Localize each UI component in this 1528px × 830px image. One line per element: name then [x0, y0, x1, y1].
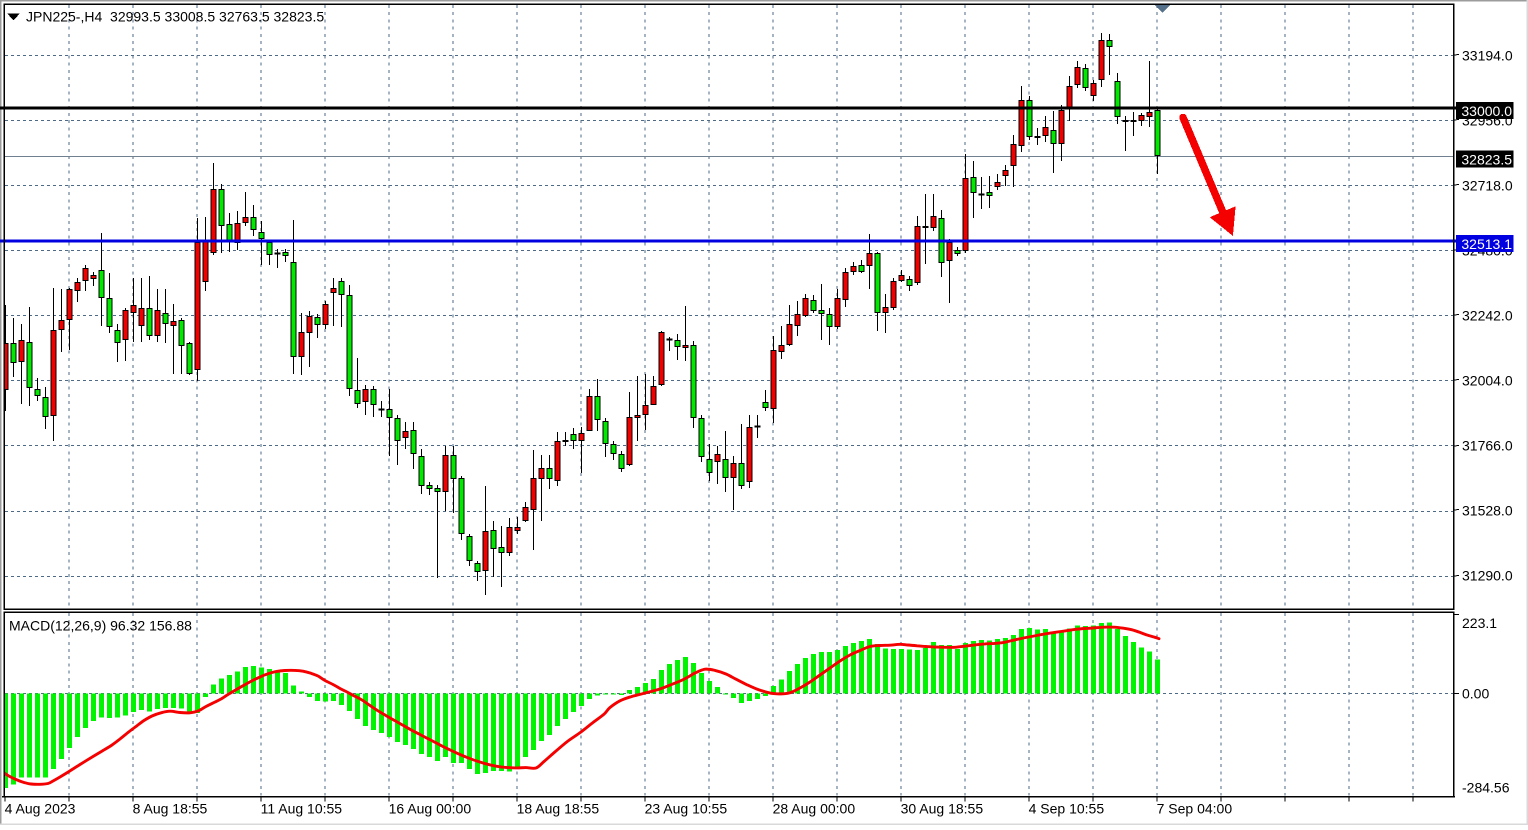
svg-text:31766.0: 31766.0: [1462, 438, 1513, 454]
svg-text:0.00: 0.00: [1462, 686, 1489, 702]
svg-text:4 Sep 10:55: 4 Sep 10:55: [1029, 801, 1105, 817]
svg-text:18 Aug 18:55: 18 Aug 18:55: [517, 801, 600, 817]
svg-text:-284.56: -284.56: [1462, 780, 1510, 796]
svg-text:23 Aug 10:55: 23 Aug 10:55: [645, 801, 728, 817]
svg-text:223.1: 223.1: [1462, 615, 1497, 631]
svg-text:32004.0: 32004.0: [1462, 373, 1513, 389]
svg-text:32242.0: 32242.0: [1462, 308, 1513, 324]
svg-text:4 Aug 2023: 4 Aug 2023: [5, 801, 76, 817]
svg-text:MACD(12,26,9) 96.32 156.88: MACD(12,26,9) 96.32 156.88: [9, 618, 192, 634]
svg-text:32823.5: 32823.5: [1461, 152, 1512, 168]
svg-text:32513.1: 32513.1: [1461, 236, 1512, 252]
svg-text:28 Aug 00:00: 28 Aug 00:00: [773, 801, 856, 817]
svg-text:31290.0: 31290.0: [1462, 568, 1513, 584]
svg-text:11 Aug 10:55: 11 Aug 10:55: [261, 801, 343, 817]
svg-text:7 Sep 04:00: 7 Sep 04:00: [1157, 801, 1233, 817]
svg-text:8 Aug 18:55: 8 Aug 18:55: [133, 801, 208, 817]
svg-text:30 Aug 18:55: 30 Aug 18:55: [901, 801, 984, 817]
svg-text:32718.0: 32718.0: [1462, 178, 1513, 194]
svg-text:JPN225-,H4 32993.5 33008.5 32: JPN225-,H4 32993.5 33008.5 32763.5 32823…: [26, 9, 324, 25]
svg-text:31528.0: 31528.0: [1462, 503, 1513, 519]
svg-text:16 Aug 00:00: 16 Aug 00:00: [389, 801, 472, 817]
svg-text:33194.0: 33194.0: [1462, 47, 1513, 63]
svg-text:33000.0: 33000.0: [1461, 103, 1512, 119]
